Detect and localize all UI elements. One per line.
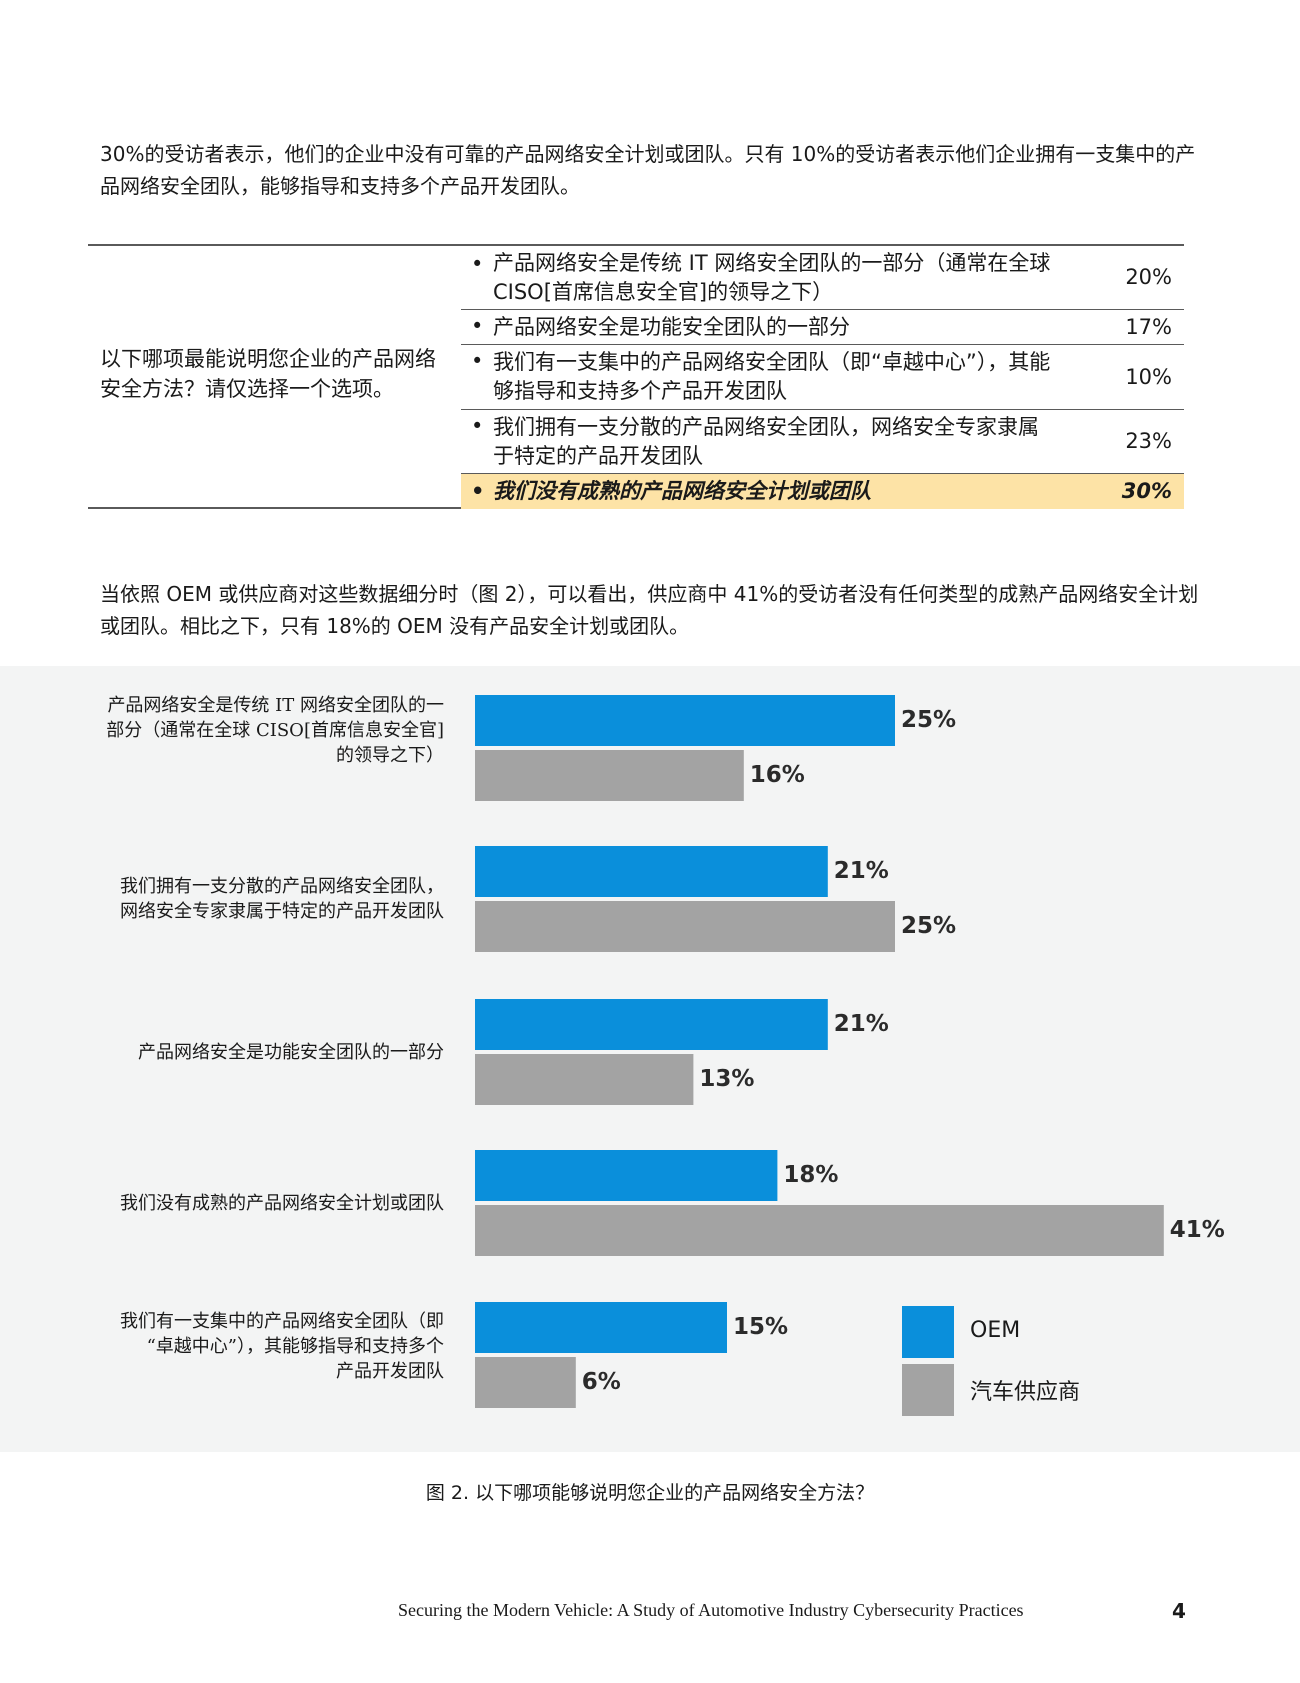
bar-value-label: 25% <box>901 913 956 939</box>
bullet-icon: • <box>471 314 484 338</box>
category-label: 我们有一支集中的产品网络安全团队（即 “卓越中心”），其能够指导和支持多个产品开发… <box>84 1309 444 1384</box>
bar-value-label: 16% <box>750 762 805 788</box>
category-label: 我们拥有一支分散的产品网络安全团队， 网络安全专家隶属于特定的产品开发团队 <box>84 874 444 924</box>
category-label-line: 产品开发团队 <box>336 1361 444 1382</box>
bar-value-label: 18% <box>783 1162 838 1188</box>
bar-supplier <box>475 1054 694 1105</box>
segmentation-paragraph: 当依照 OEM 或供应商对这些数据细分时（图 2），可以看出，供应商中 41%的… <box>100 582 1199 638</box>
bar-chart-panel: 25% 16% 21% 25% 21% 13% 18% 41% 15% 6% 产品网络安全是传统 … <box>0 666 1300 1452</box>
category-label-line: 网络安全专家隶属于特定的产品开发团队 <box>120 901 444 922</box>
survey-option-percent: 10% <box>1125 365 1172 389</box>
category-label: 产品网络安全是传统 IT 网络安全团队的一 部分（通常在全球 CISO[首席信息安… <box>84 693 444 768</box>
bar-value-label: 21% <box>834 1011 889 1037</box>
bar-value-label: 41% <box>1170 1217 1225 1243</box>
bar-chart: 25% 16% 21% 25% 21% 13% 18% 41% 15% 6% <box>475 695 1225 1408</box>
category-label: 产品网络安全是功能安全团队的一部分 <box>84 1040 444 1065</box>
survey-option-row: • 产品网络安全是功能安全团队的一部分 17% <box>461 310 1184 345</box>
category-label-line: 我们拥有一支分散的产品网络安全团队， <box>120 876 444 897</box>
bar-value-label: 25% <box>901 707 956 733</box>
bar-supplier <box>475 901 895 952</box>
survey-option-row: • 产品网络安全是传统 IT 网络安全团队的一部分（通常在全球 CISO[首席信… <box>461 246 1184 310</box>
bar-oem <box>475 695 895 746</box>
category-label-line: 产品网络安全是功能安全团队的一部分 <box>138 1041 444 1063</box>
category-label-line: 产品网络安全是传统 IT 网络安全团队的一 <box>107 695 444 716</box>
bar-oem <box>475 1302 727 1353</box>
survey-question: 以下哪项最能说明您企业的产品网络安全方法？请仅选择一个选项。 <box>100 347 436 401</box>
page-number: 4 <box>1172 1599 1186 1623</box>
category-label-line: 部分（通常在全球 CISO[首席信息安全官] <box>106 720 444 741</box>
legend-supplier-swatch <box>902 1364 954 1416</box>
bullet-icon: • <box>471 349 484 373</box>
bar-oem <box>475 846 828 897</box>
survey-option-percent: 23% <box>1125 429 1172 453</box>
category-label-line: 我们没有成熟的产品网络安全计划或团队 <box>120 1192 444 1214</box>
bullet-icon: • <box>471 252 484 276</box>
bar-value-label: 21% <box>834 858 889 884</box>
survey-table: 以下哪项最能说明您企业的产品网络安全方法？请仅选择一个选项。 • 产品网络安全是… <box>88 244 1184 509</box>
bar-supplier <box>475 750 744 801</box>
survey-option-text: 产品网络安全是功能安全团队的一部分 <box>493 315 850 339</box>
figure-caption: 图 2. 以下哪项能够说明您企业的产品网络安全方法？ <box>425 1482 875 1504</box>
survey-option-row: • 我们有一支集中的产品网络安全团队（即“卓越中心”），其能够指导和支持多个产品… <box>461 345 1184 410</box>
bar-value-label: 6% <box>582 1369 621 1395</box>
category-label-line: 的领导之下） <box>336 745 444 766</box>
legend-oem-swatch <box>902 1306 954 1358</box>
survey-option-text: 我们有一支集中的产品网络安全团队（即“卓越中心”），其能够指导和支持多个产品开发… <box>493 350 1051 403</box>
legend-oem-label: OEM <box>970 1318 1021 1343</box>
survey-option-percent: 30% <box>1121 479 1172 503</box>
bar-supplier <box>475 1357 576 1408</box>
survey-option-percent: 20% <box>1125 265 1172 289</box>
bar-supplier <box>475 1205 1164 1256</box>
survey-option-text: 我们没有成熟的产品网络安全计划或团队 <box>493 479 871 503</box>
survey-option-text: 我们拥有一支分散的产品网络安全团队，网络安全专家隶属于特定的产品开发团队 <box>493 415 1039 468</box>
survey-option-text: 产品网络安全是传统 IT 网络安全团队的一部分（通常在全球 CISO[首席信息安… <box>493 251 1051 304</box>
bar-oem <box>475 1150 778 1201</box>
bar-value-label: 15% <box>733 1314 788 1340</box>
footer-title: Securing the Modern Vehicle: A Study of … <box>398 1600 1024 1620</box>
survey-option-row-highlighted: • 我们没有成熟的产品网络安全计划或团队 30% <box>461 474 1184 509</box>
category-label-line: 我们有一支集中的产品网络安全团队（即 <box>120 1311 444 1332</box>
bullet-icon: • <box>471 479 485 503</box>
bar-value-label: 13% <box>699 1066 754 1092</box>
category-label-line: “卓越中心”），其能够指导和支持多个 <box>146 1336 444 1357</box>
survey-option-row: • 我们拥有一支分散的产品网络安全团队，网络安全专家隶属于特定的产品开发团队 2… <box>461 410 1184 474</box>
legend-supplier-label: 汽车供应商 <box>970 1380 1081 1405</box>
bullet-icon: • <box>471 414 484 438</box>
bar-oem <box>475 999 828 1050</box>
intro-paragraph: 30%的受访者表示，他们的企业中没有可靠的产品网络安全计划或团队。只有 10%的… <box>100 142 1196 198</box>
survey-option-percent: 17% <box>1125 315 1172 339</box>
category-label: 我们没有成熟的产品网络安全计划或团队 <box>84 1191 444 1216</box>
